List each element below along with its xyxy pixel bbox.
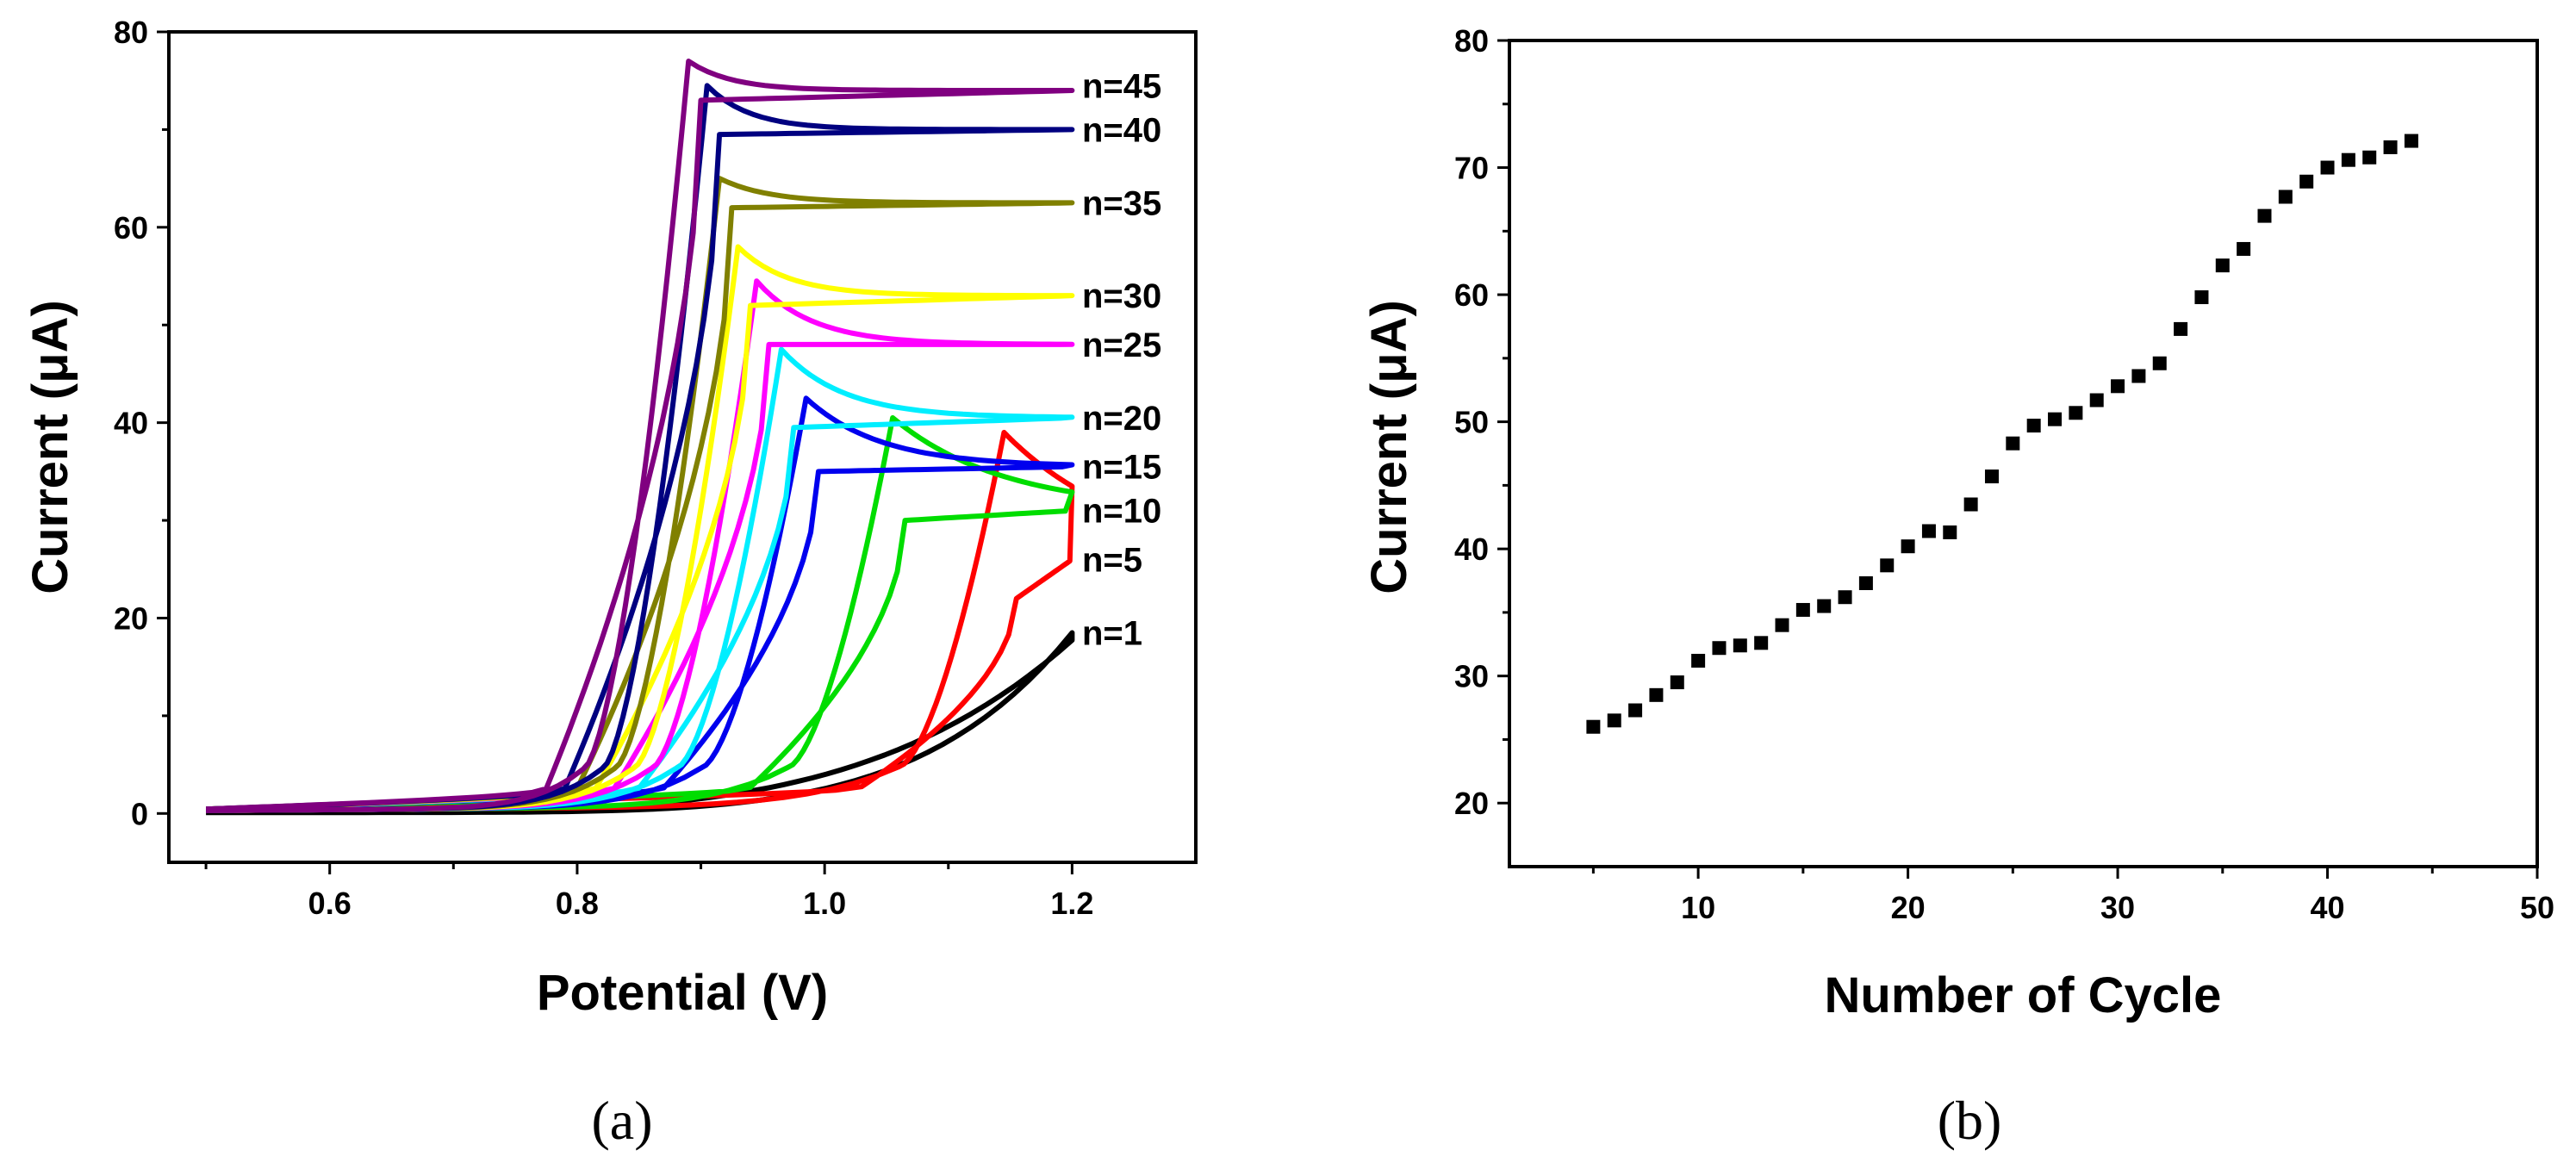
scatter-point	[1921, 524, 1936, 538]
scatter-point	[1858, 575, 1873, 590]
panel-b-ytick-label: 40	[1454, 532, 1489, 567]
panel-a-xtick-label: 1.0	[803, 886, 846, 921]
scatter-point	[1670, 675, 1684, 690]
scatter-point	[2320, 160, 2335, 175]
panel-b-xtick-label: 10	[1681, 890, 1715, 925]
cv-curve-n-5	[206, 430, 1075, 813]
series-label-n-5: n=5	[1082, 541, 1142, 579]
series-label-n-20: n=20	[1082, 400, 1161, 438]
scatter-point	[1795, 602, 1810, 617]
scatter-point	[2404, 134, 2418, 148]
series-label-n-30: n=30	[1082, 277, 1161, 315]
panel-a-xtick-label: 0.6	[308, 886, 352, 921]
panel-a-xtick-label: 1.2	[1050, 886, 1093, 921]
scatter-point	[1984, 469, 1999, 484]
scatter-point	[2278, 190, 2293, 204]
panel-a: 0.6 0.8 1.0 1.2 0 20 40 60 80 n=1 n=5 n=10 n=15 n=20…	[22, 15, 1198, 1151]
scatter-point	[1712, 641, 1727, 656]
scatter-point	[1943, 525, 1957, 539]
scatter-point	[1775, 618, 1789, 632]
cv-curve-n-1	[206, 630, 1075, 816]
series-label-n-40: n=40	[1082, 111, 1161, 149]
panel-b: 10 20 30 40 50 20 30 40 50 60 70 80 Number of Cycle…	[1361, 23, 2554, 1151]
scatter-point	[1880, 558, 1895, 573]
scatter-point	[1817, 599, 1832, 613]
scatter-point	[2089, 393, 2104, 407]
panel-b-plot-frame	[1508, 39, 2539, 868]
panel-a-xlabel: Potential (V)	[537, 965, 828, 1021]
cv-curve-n-40	[205, 83, 1075, 813]
scatter-point	[2048, 412, 2063, 426]
panel-a-ticks: 0.6 0.8 1.0 1.2 0 20 40 60 80	[114, 15, 1093, 921]
scatter-point	[1649, 687, 1664, 702]
series-label-n-35: n=35	[1082, 184, 1161, 222]
panel-b-xlabel: Number of Cycle	[1825, 967, 2222, 1023]
panel-b-ytick-label: 70	[1454, 151, 1489, 186]
cv-curve-n-25	[206, 278, 1075, 813]
panel-a-caption: (a)	[591, 1090, 652, 1151]
panel-a-plot-frame	[167, 30, 1198, 864]
panel-a-ytick-label: 40	[114, 406, 148, 441]
panel-a-xtick-label: 0.8	[556, 886, 599, 921]
panel-a-ytick-label: 20	[114, 600, 148, 636]
panel-a-series-labels: n=1 n=5 n=10 n=15 n=20 n=25 n=30 n=35 n=40 n=45	[1082, 67, 1161, 652]
scatter-point	[1691, 653, 1706, 668]
scatter-point	[1586, 719, 1601, 734]
panel-b-ytick-label: 60	[1454, 277, 1489, 313]
panel-b-ticks: 10 20 30 40 50 20 30 40 50 60 70 80	[1454, 23, 2554, 925]
scatter-point	[2194, 290, 2209, 305]
panel-a-series-group	[205, 59, 1075, 816]
scatter-point	[2152, 356, 2167, 370]
panel-b-ytick-label: 80	[1454, 23, 1489, 59]
scatter-point	[1607, 713, 1621, 728]
series-label-n-1: n=1	[1082, 614, 1142, 652]
scatter-point	[2257, 208, 2272, 223]
panel-b-xtick-label: 30	[2100, 890, 2135, 925]
scatter-point	[1628, 703, 1643, 718]
panel-a-ylabel: Current (μA)	[22, 300, 78, 594]
scatter-point	[1838, 590, 1852, 605]
scatter-point	[2362, 150, 2377, 165]
scatter-point	[2131, 369, 2146, 383]
panel-b-ytick-label: 20	[1454, 786, 1489, 821]
panel-b-ylabel: Current (μA)	[1361, 300, 1417, 594]
scatter-point	[1901, 539, 1915, 554]
scatter-point	[2174, 321, 2188, 336]
series-label-n-15: n=15	[1082, 449, 1161, 487]
cv-curve-n-10	[206, 415, 1075, 813]
series-label-n-10: n=10	[1082, 493, 1161, 531]
panel-b-ytick-label: 30	[1454, 659, 1489, 694]
scatter-point	[2026, 419, 2041, 433]
cv-curve-n-15	[206, 395, 1075, 813]
scatter-point	[2299, 174, 2314, 189]
panel-b-points-group	[1586, 134, 2418, 734]
scatter-point	[1754, 636, 1769, 650]
scatter-point	[1733, 638, 1747, 653]
scatter-point	[2383, 140, 2398, 154]
series-label-n-25: n=25	[1082, 326, 1161, 364]
scatter-point	[2237, 241, 2251, 256]
panel-b-caption: (b)	[1938, 1090, 2002, 1151]
scatter-point	[2215, 258, 2230, 273]
scatter-point	[1963, 497, 1978, 512]
cv-curve-n-30	[206, 244, 1075, 813]
scatter-point	[2341, 152, 2355, 167]
panel-b-xtick-label: 20	[1891, 890, 1926, 925]
panel-a-ytick-label: 80	[114, 15, 148, 50]
panel-b-xtick-label: 40	[2311, 890, 2345, 925]
scatter-point	[2069, 406, 2083, 420]
cv-curve-n-20	[206, 346, 1075, 813]
cv-curve-n-45	[205, 59, 1075, 813]
panel-a-ytick-label: 0	[131, 796, 148, 831]
panel-a-ytick-label: 60	[114, 210, 148, 246]
panel-b-ytick-label: 50	[1454, 405, 1489, 440]
scatter-point	[2006, 436, 2020, 451]
series-label-n-45: n=45	[1082, 67, 1161, 105]
panel-b-xtick-label: 50	[2520, 890, 2554, 925]
scatter-point	[2111, 379, 2125, 394]
